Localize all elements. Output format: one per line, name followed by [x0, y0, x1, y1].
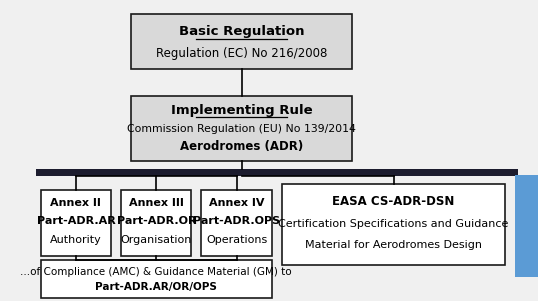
Text: Operations: Operations: [206, 235, 267, 245]
Text: Aerodromes (ADR): Aerodromes (ADR): [180, 140, 303, 153]
FancyBboxPatch shape: [131, 96, 352, 161]
Bar: [36, 169, 518, 176]
Text: Part-ADR.OPS: Part-ADR.OPS: [193, 216, 280, 226]
Text: Annex IV: Annex IV: [209, 198, 264, 208]
Text: Annex III: Annex III: [129, 198, 183, 208]
Text: Certification Specifications and Guidance: Certification Specifications and Guidanc…: [278, 219, 509, 229]
Text: EASA CS-ADR-DSN: EASA CS-ADR-DSN: [332, 195, 455, 208]
Text: Material for Aerodromes Design: Material for Aerodromes Design: [305, 240, 482, 250]
Text: Part-ADR.AR: Part-ADR.AR: [37, 216, 115, 226]
Text: Authority: Authority: [50, 235, 102, 245]
Text: Part-ADR.OR: Part-ADR.OR: [117, 216, 196, 226]
FancyBboxPatch shape: [202, 190, 272, 256]
Text: Implementing Rule: Implementing Rule: [171, 104, 313, 117]
FancyBboxPatch shape: [41, 190, 111, 256]
Text: Annex II: Annex II: [51, 198, 101, 208]
FancyBboxPatch shape: [121, 190, 192, 256]
Text: Regulation (EC) No 216/2008: Regulation (EC) No 216/2008: [156, 47, 327, 60]
Text: Part-ADR.AR/OR/OPS: Part-ADR.AR/OR/OPS: [95, 282, 217, 293]
Text: Basic Regulation: Basic Regulation: [179, 25, 305, 38]
Bar: [515, 175, 538, 277]
FancyBboxPatch shape: [131, 14, 352, 69]
Text: ...of Compliance (AMC) & Guidance Material (GM) to: ...of Compliance (AMC) & Guidance Materi…: [20, 267, 292, 277]
FancyBboxPatch shape: [41, 260, 272, 298]
FancyBboxPatch shape: [282, 184, 505, 265]
Text: Organisation: Organisation: [121, 235, 192, 245]
Text: Commission Regulation (EU) No 139/2014: Commission Regulation (EU) No 139/2014: [127, 124, 356, 134]
